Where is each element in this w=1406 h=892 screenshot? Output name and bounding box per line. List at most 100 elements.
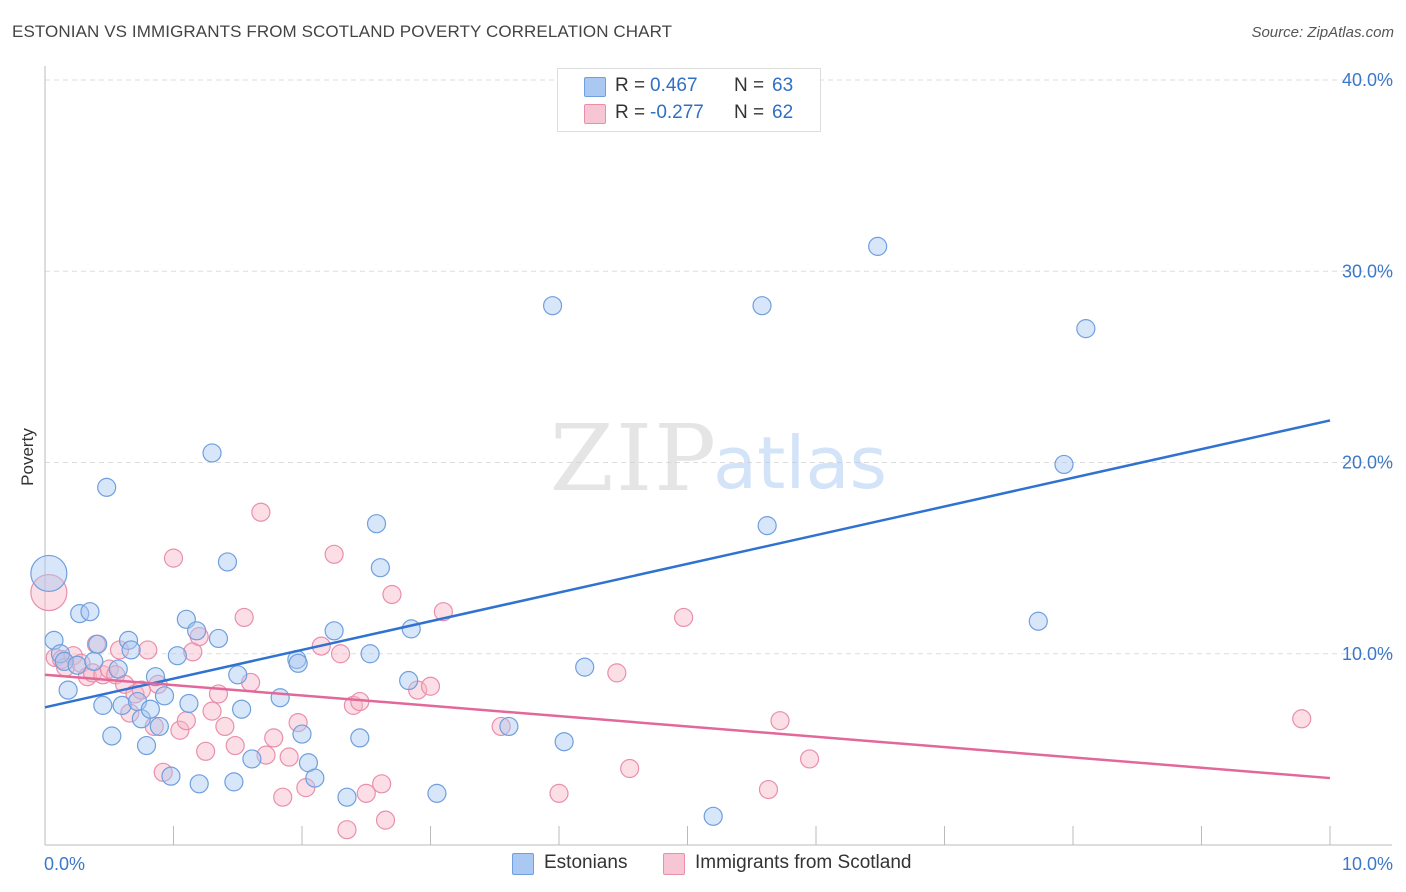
y-tick-label: 10.0% bbox=[1342, 644, 1393, 664]
legend-r-label: R = bbox=[615, 102, 646, 123]
estonian-point bbox=[121, 640, 141, 660]
estonian-point bbox=[30, 554, 68, 593]
axes bbox=[44, 66, 1392, 846]
estonian-point bbox=[270, 688, 290, 708]
scotland-point bbox=[234, 607, 254, 628]
scotland-point bbox=[330, 644, 351, 664]
legend-r-value: -0.277 bbox=[650, 102, 704, 123]
estonian-point bbox=[752, 296, 772, 316]
scotland-point bbox=[607, 663, 627, 683]
scotland-point bbox=[372, 774, 392, 794]
watermark-atlas: atlas bbox=[713, 421, 887, 505]
legend-n-label: N = bbox=[734, 102, 765, 123]
estonian-point bbox=[84, 651, 104, 672]
y-axis-label: Poverty bbox=[18, 428, 37, 486]
estonian-point bbox=[167, 646, 187, 666]
scotland-point bbox=[620, 758, 640, 779]
scotland-point bbox=[196, 741, 216, 761]
legend-r-value: 0.467 bbox=[650, 75, 698, 96]
legend-n-value: 62 bbox=[772, 102, 794, 123]
estonian-point bbox=[350, 728, 370, 748]
scotland-point bbox=[225, 735, 245, 756]
estonian-point bbox=[189, 774, 209, 794]
scotland-point bbox=[170, 720, 190, 740]
gridlines bbox=[45, 79, 1392, 655]
scotland-point bbox=[491, 716, 511, 737]
scotland-point bbox=[674, 607, 694, 628]
scotland-point bbox=[176, 711, 196, 731]
scotland-point bbox=[420, 676, 441, 696]
scotland-point bbox=[356, 783, 376, 803]
legend-swatch-pink bbox=[663, 853, 685, 875]
scotland-point bbox=[288, 712, 308, 733]
legend-r-label: R = bbox=[615, 75, 646, 96]
scotland-point bbox=[375, 810, 396, 830]
estonian-point bbox=[224, 772, 244, 792]
estonian-point bbox=[703, 806, 723, 826]
estonian-point bbox=[108, 659, 128, 679]
estonian-point bbox=[868, 236, 888, 256]
estonian-point bbox=[324, 621, 344, 641]
y-tick-label: 30.0% bbox=[1342, 261, 1393, 281]
estonian-point bbox=[179, 693, 199, 714]
estonian-point bbox=[499, 716, 519, 737]
x-tick-label: 10.0% bbox=[1342, 854, 1393, 874]
estonian-point bbox=[757, 516, 777, 536]
y-tick-label: 40.0% bbox=[1342, 70, 1393, 90]
estonian-point bbox=[399, 670, 419, 691]
scotland-point bbox=[324, 544, 344, 564]
estonian-point bbox=[554, 732, 574, 752]
x-tick-labels: 0.0% 10.0% bbox=[44, 854, 1393, 874]
scotland-point bbox=[758, 779, 779, 800]
scotland-point bbox=[799, 749, 820, 769]
scotland-point bbox=[549, 783, 569, 803]
trend-lines bbox=[44, 419, 1331, 780]
estonian-point bbox=[67, 655, 87, 675]
estonian-point bbox=[1054, 454, 1074, 475]
estonians-trend-line bbox=[44, 419, 1331, 709]
estonian-point bbox=[366, 514, 387, 534]
estonian-point bbox=[80, 602, 100, 622]
legend-label-scotland: Immigrants from Scotland bbox=[695, 852, 912, 873]
estonian-point bbox=[1028, 611, 1048, 631]
legend-label-estonians: Estonians bbox=[544, 852, 628, 873]
correlation-legend: R = 0.467 N = 63 R = -0.277 N = 62 bbox=[557, 68, 821, 132]
estonian-point bbox=[370, 558, 390, 578]
scotland-point bbox=[273, 787, 293, 807]
series-estonians bbox=[30, 236, 1096, 826]
scotland-point bbox=[120, 703, 140, 723]
legend-n-label: N = bbox=[734, 75, 765, 96]
scotland-point bbox=[1292, 709, 1312, 729]
scotland-point bbox=[202, 701, 222, 721]
watermark: ZIP atlas bbox=[550, 405, 887, 512]
series-immigrants-from-scotland bbox=[30, 502, 1312, 840]
estonian-point bbox=[161, 766, 181, 786]
estonian-point bbox=[136, 735, 157, 756]
scotland-point bbox=[30, 573, 68, 612]
scotland-point bbox=[770, 711, 790, 731]
x-tick-label: 0.0% bbox=[44, 854, 85, 874]
legend-swatch-blue bbox=[512, 853, 534, 875]
estonian-point bbox=[208, 628, 229, 649]
estonian-point bbox=[54, 651, 74, 672]
estonian-point bbox=[187, 621, 207, 641]
estonian-point bbox=[202, 443, 222, 463]
legend-swatch-blue bbox=[584, 77, 606, 97]
watermark-zip: ZIP bbox=[550, 405, 718, 512]
estonian-point bbox=[542, 296, 563, 316]
scotland-point bbox=[215, 716, 235, 737]
scotland-point bbox=[251, 502, 271, 522]
legend-n-value: 63 bbox=[772, 75, 794, 96]
scotland-point bbox=[256, 745, 276, 765]
estonian-point bbox=[93, 695, 113, 715]
y-tick-labels: 10.0% 20.0% 30.0% 40.0% bbox=[1342, 70, 1393, 664]
estonian-point bbox=[575, 657, 595, 677]
estonian-point bbox=[149, 716, 169, 737]
legend-swatch-pink bbox=[584, 104, 606, 124]
estonian-point bbox=[112, 695, 132, 715]
scotland-point bbox=[279, 747, 299, 767]
estonian-point bbox=[305, 768, 325, 788]
estonian-point bbox=[427, 783, 447, 803]
estonian-point bbox=[102, 726, 122, 746]
estonian-point bbox=[228, 665, 248, 685]
